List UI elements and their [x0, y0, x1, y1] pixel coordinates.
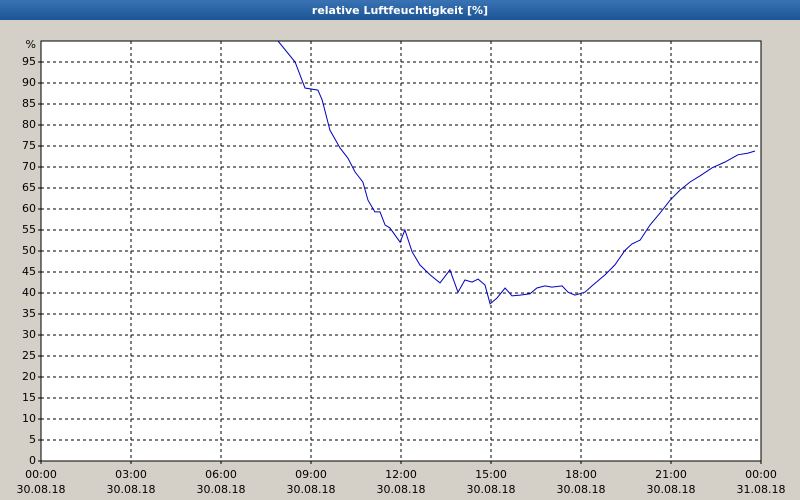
y-tick-label: 90 — [22, 76, 36, 89]
y-tick-label: 30 — [22, 328, 36, 341]
y-tick-label: 60 — [22, 202, 36, 215]
x-tick-label: 00:00 — [745, 468, 777, 481]
y-tick-label: 80 — [22, 118, 36, 131]
y-tick-label: 45 — [22, 265, 36, 278]
y-tick-label: 95 — [22, 55, 36, 68]
x-tick-label: 21:00 — [655, 468, 687, 481]
y-tick-label: 25 — [22, 349, 36, 362]
x-tick-label: 18:00 — [565, 468, 597, 481]
chart-title: relative Luftfeuchtigkeit [%] — [312, 4, 488, 17]
y-tick-label: 55 — [22, 223, 36, 236]
x-tick-date: 30.08.18 — [17, 483, 66, 496]
x-tick-label: 00:00 — [25, 468, 57, 481]
x-tick-date: 30.08.18 — [557, 483, 606, 496]
y-tick-label: 10 — [22, 412, 36, 425]
x-tick-date: 31.08.18 — [737, 483, 786, 496]
title-bar — [0, 0, 800, 20]
y-tick-label: 70 — [22, 160, 36, 173]
x-tick-date: 30.08.18 — [377, 483, 426, 496]
y-tick-label: 5 — [29, 433, 36, 446]
x-tick-label: 12:00 — [385, 468, 417, 481]
y-tick-label: 15 — [22, 391, 36, 404]
x-tick-date: 30.08.18 — [107, 483, 156, 496]
y-tick-label: 85 — [22, 97, 36, 110]
y-tick-label: 65 — [22, 181, 36, 194]
data-line — [277, 41, 756, 305]
y-tick-label: 75 — [22, 139, 36, 152]
x-tick-date: 30.08.18 — [287, 483, 336, 496]
x-tick-label: 09:00 — [295, 468, 327, 481]
y-unit: % — [26, 38, 36, 51]
x-tick-date: 30.08.18 — [467, 483, 516, 496]
y-tick-label: 0 — [29, 454, 36, 467]
x-tick-date: 30.08.18 — [647, 483, 696, 496]
x-tick-label: 03:00 — [115, 468, 147, 481]
y-tick-label: 20 — [22, 370, 36, 383]
y-tick-label: 35 — [22, 307, 36, 320]
y-tick-label: 50 — [22, 244, 36, 257]
y-tick-label: 40 — [22, 286, 36, 299]
x-tick-date: 30.08.18 — [197, 483, 246, 496]
x-tick-label: 15:00 — [475, 468, 507, 481]
x-tick-label: 06:00 — [205, 468, 237, 481]
